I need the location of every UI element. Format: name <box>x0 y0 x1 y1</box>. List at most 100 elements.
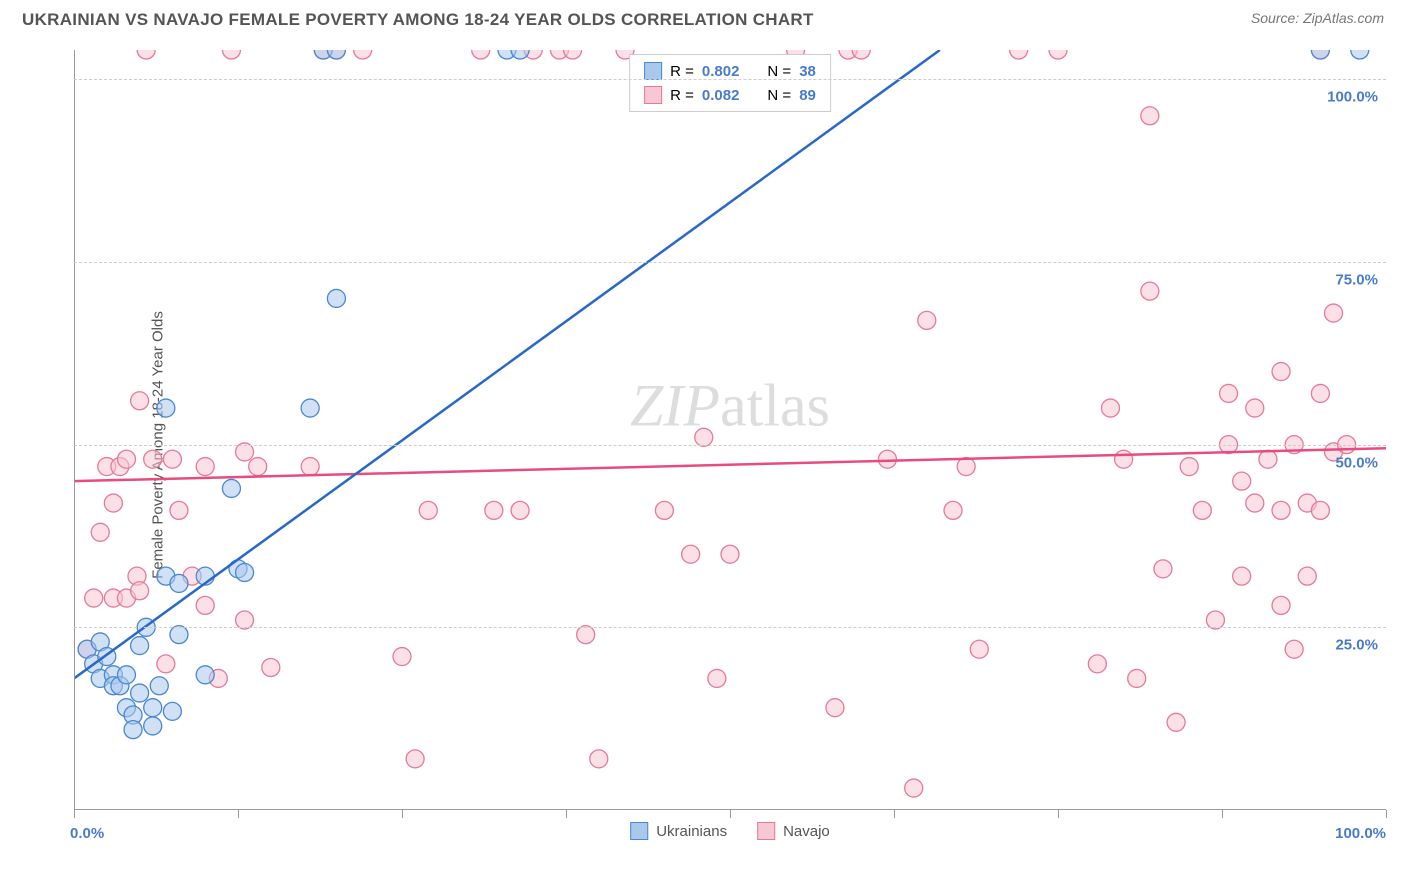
data-point <box>826 699 844 717</box>
data-point <box>852 50 870 59</box>
x-tick <box>238 810 239 818</box>
data-point <box>236 443 254 461</box>
r-value-ukrainians: 0.802 <box>702 63 740 80</box>
data-point <box>1311 501 1329 519</box>
r-label: R = <box>670 87 694 104</box>
data-point <box>918 311 936 329</box>
data-point <box>157 399 175 417</box>
x-tick <box>1058 810 1059 818</box>
legend-label-navajo: Navajo <box>783 823 830 840</box>
data-point <box>472 50 490 59</box>
data-point <box>170 574 188 592</box>
data-point <box>170 501 188 519</box>
data-point <box>85 589 103 607</box>
data-point <box>117 666 135 684</box>
data-point <box>957 458 975 476</box>
data-point <box>1220 384 1238 402</box>
data-point <box>327 50 345 59</box>
r-label: R = <box>670 63 694 80</box>
y-tick-label: 100.0% <box>1327 89 1378 106</box>
data-point <box>419 501 437 519</box>
data-point <box>1193 501 1211 519</box>
data-point <box>170 626 188 644</box>
legend-label-ukrainians: Ukrainians <box>656 823 727 840</box>
y-tick-label: 25.0% <box>1335 637 1378 654</box>
data-point <box>393 648 411 666</box>
swatch-pink-icon <box>757 822 775 840</box>
x-tick <box>74 810 75 818</box>
data-point <box>131 392 149 410</box>
swatch-blue-icon <box>630 822 648 840</box>
data-point <box>655 501 673 519</box>
x-tick <box>1222 810 1223 818</box>
data-point <box>577 626 595 644</box>
data-point <box>1088 655 1106 673</box>
data-point <box>163 702 181 720</box>
data-point <box>1285 640 1303 658</box>
data-point <box>91 523 109 541</box>
data-point <box>564 50 582 59</box>
y-tick-label: 75.0% <box>1335 271 1378 288</box>
x-tick <box>402 810 403 818</box>
data-point <box>682 545 700 563</box>
data-point <box>944 501 962 519</box>
data-point <box>1233 567 1251 585</box>
data-point <box>1141 282 1159 300</box>
data-point <box>117 450 135 468</box>
data-point <box>1351 50 1369 59</box>
source-attribution: Source: ZipAtlas.com <box>1251 10 1384 26</box>
chart-container: Female Poverty Among 18-24 Year Olds ZIP… <box>42 50 1386 840</box>
gridline <box>74 445 1386 446</box>
gridline <box>74 627 1386 628</box>
x-tick <box>566 810 567 818</box>
data-point <box>1246 399 1264 417</box>
x-tick <box>1386 810 1387 818</box>
x-tick <box>730 810 731 818</box>
data-point <box>1141 107 1159 125</box>
data-point <box>1101 399 1119 417</box>
data-point <box>1259 450 1277 468</box>
data-point <box>1180 458 1198 476</box>
data-point <box>970 640 988 658</box>
data-point <box>485 501 503 519</box>
data-point <box>144 717 162 735</box>
swatch-blue-icon <box>644 62 662 80</box>
data-point <box>1010 50 1028 59</box>
data-point <box>144 699 162 717</box>
data-point <box>905 779 923 797</box>
series-legend: Ukrainians Navajo <box>630 822 830 840</box>
data-point <box>236 564 254 582</box>
data-point <box>1206 611 1224 629</box>
data-point <box>1233 472 1251 490</box>
data-point <box>131 684 149 702</box>
x-tick-label: 100.0% <box>1335 825 1386 842</box>
data-point <box>1272 363 1290 381</box>
data-point <box>1049 50 1067 59</box>
swatch-pink-icon <box>644 86 662 104</box>
data-point <box>1311 384 1329 402</box>
data-point <box>301 458 319 476</box>
stats-legend: R = 0.802 N = 38 R = 0.082 N = 89 <box>629 54 831 112</box>
data-point <box>1246 494 1264 512</box>
gridline <box>74 262 1386 263</box>
stats-row-navajo: R = 0.082 N = 89 <box>644 83 816 107</box>
n-value-ukrainians: 38 <box>799 63 816 80</box>
chart-title: UKRAINIAN VS NAVAJO FEMALE POVERTY AMONG… <box>22 10 814 30</box>
data-point <box>511 50 529 59</box>
plot-area: ZIPatlas R = 0.802 N = 38 R = 0.082 N = … <box>74 50 1386 840</box>
data-point <box>406 750 424 768</box>
data-point <box>1272 501 1290 519</box>
legend-item-navajo: Navajo <box>757 822 830 840</box>
plot-svg <box>74 50 1386 810</box>
data-point <box>1272 596 1290 614</box>
data-point <box>301 399 319 417</box>
data-point <box>1311 50 1329 59</box>
y-axis-line <box>74 50 75 810</box>
data-point <box>1154 560 1172 578</box>
data-point <box>196 458 214 476</box>
data-point <box>236 611 254 629</box>
x-tick-label: 0.0% <box>70 825 104 842</box>
n-value-navajo: 89 <box>799 87 816 104</box>
data-point <box>163 450 181 468</box>
data-point <box>708 669 726 687</box>
